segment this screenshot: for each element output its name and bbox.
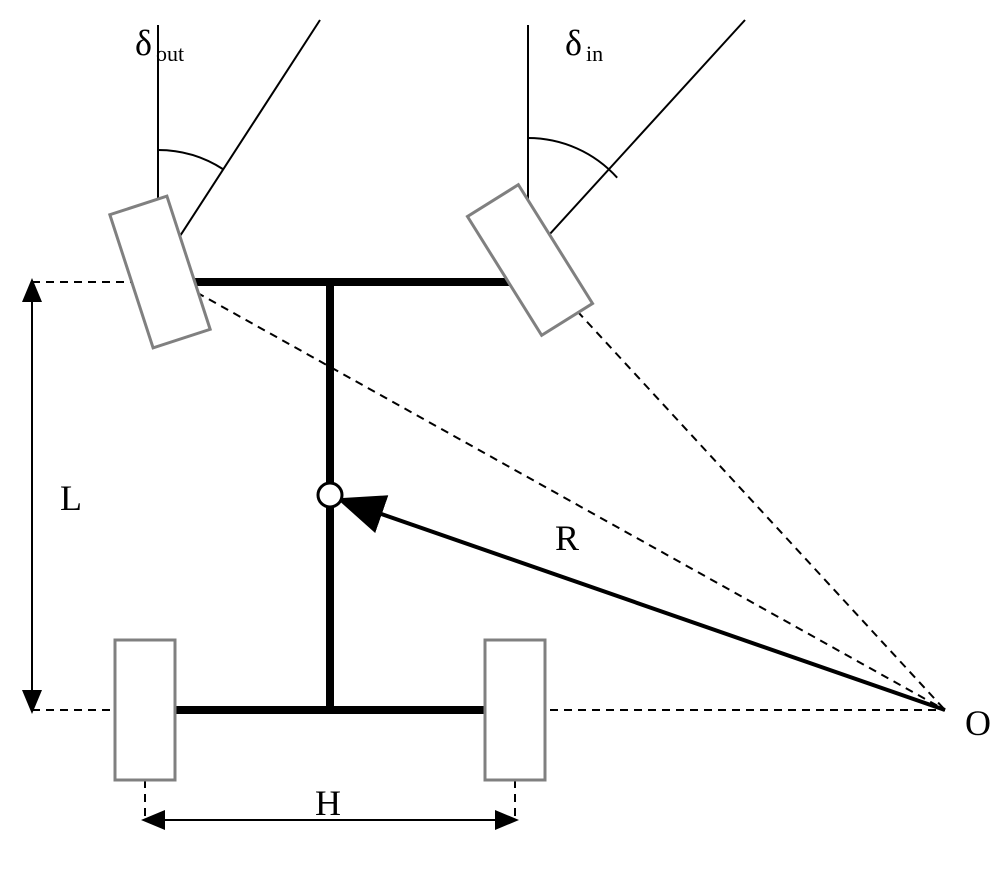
center-circle xyxy=(318,483,342,507)
dashed-front-right-to-origin xyxy=(530,260,945,710)
arc-delta-in xyxy=(528,138,617,178)
label-O: O xyxy=(965,703,991,743)
label-H: H xyxy=(315,783,341,823)
label-delta-out: δout xyxy=(135,23,184,66)
label-delta-in: δin xyxy=(565,23,603,66)
wheel-rear-left xyxy=(115,640,175,780)
arc-delta-out xyxy=(158,150,223,169)
radius-R xyxy=(344,501,945,710)
label-L: L xyxy=(60,478,82,518)
wheel-rear-right xyxy=(485,640,545,780)
ackermann-steering-diagram: δout δin L H R O xyxy=(0,0,1000,875)
label-R: R xyxy=(555,518,579,558)
dashed-front-left-to-origin xyxy=(160,272,945,710)
ref-in-ray xyxy=(528,20,745,258)
wheel-front-left xyxy=(110,196,210,348)
